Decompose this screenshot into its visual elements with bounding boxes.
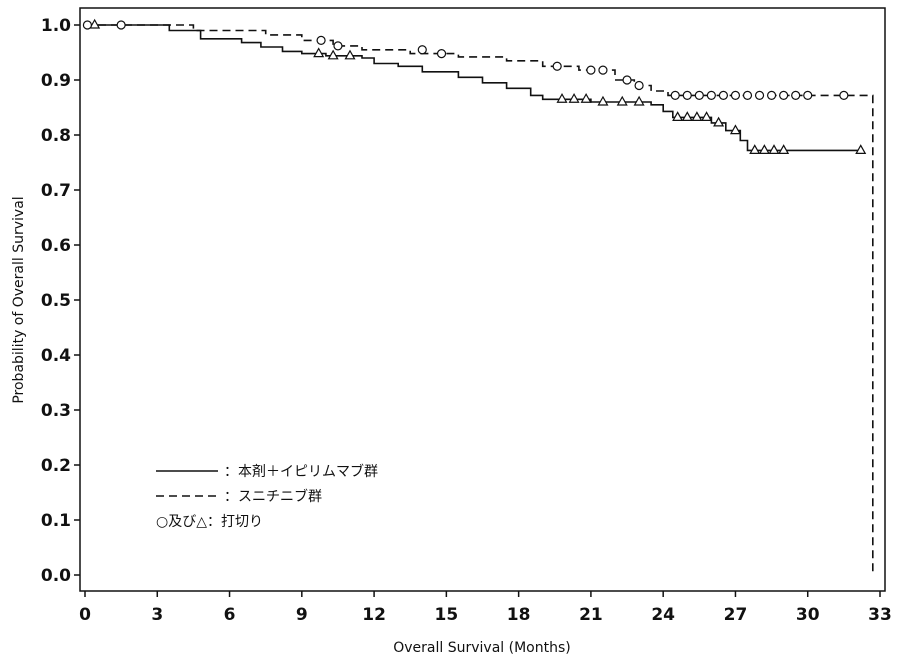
- legend-censor-note: ○及び△：打切り: [156, 513, 263, 530]
- censor-triangle-marker: [568, 93, 580, 103]
- censor-triangle-marker: [855, 144, 867, 154]
- censor-triangle-marker: [701, 111, 713, 122]
- censor-triangle-marker: [768, 144, 780, 154]
- x-tick-label: 18: [507, 605, 531, 625]
- censor-triangle-marker: [313, 47, 325, 58]
- censor-triangle-marker: [327, 49, 339, 60]
- censor-triangle-marker: [778, 144, 790, 154]
- censor-circle-marker: [779, 90, 789, 101]
- y-tick-label: 0.2: [41, 456, 71, 476]
- x-tick-label: 0: [79, 605, 91, 625]
- y-axis-ticks: 0.0 0.1 0.2 0.3 0.4 0.5 0.6 0.7 0.8 0.9 1.0: [41, 16, 80, 586]
- censor-triangle-marker: [556, 93, 568, 103]
- censor-circle-marker: [586, 65, 596, 75]
- y-tick-label: 0.0: [41, 566, 71, 586]
- censor-triangle-marker: [729, 124, 741, 135]
- x-tick-label: 27: [724, 605, 748, 625]
- censor-circle-marker: [316, 35, 326, 46]
- censor-triangle-marker: [580, 93, 592, 103]
- censor-circle-marker: [82, 20, 93, 30]
- y-tick-label: 0.8: [41, 126, 71, 146]
- censor-triangle-marker: [681, 111, 693, 122]
- censor-circle-marker: [694, 90, 704, 101]
- censor-circle-marker: [552, 61, 562, 71]
- x-tick-label: 24: [651, 605, 675, 625]
- censor-circle-marker: [766, 90, 777, 101]
- censor-circle-marker: [730, 90, 741, 101]
- series-line-1: [85, 24, 861, 152]
- censor-triangle-marker: [344, 49, 356, 60]
- censor-triangle-marker: [597, 95, 609, 106]
- plot-frame: [79, 7, 886, 592]
- x-axis-title: Overall Survival (Months): [393, 640, 570, 656]
- censor-circle-marker: [682, 90, 692, 101]
- y-tick-label: 0.6: [41, 236, 71, 256]
- y-tick-label: 1.0: [41, 16, 71, 36]
- censor-circle-marker: [116, 20, 126, 30]
- censor-triangle-marker: [691, 111, 703, 122]
- censor-circle-marker: [436, 48, 447, 59]
- legend-label-series-1: ：本剤＋イピリムマブ群: [224, 463, 378, 480]
- censor-triangle-marker: [89, 18, 101, 29]
- y-tick-label: 0.1: [41, 511, 71, 531]
- x-tick-label: 30: [796, 605, 820, 625]
- y-tick-label: 0.4: [41, 346, 71, 366]
- censor-layer: [82, 18, 867, 154]
- censor-triangle-marker: [749, 144, 761, 154]
- x-tick-label: 15: [435, 605, 459, 625]
- legend-label-series-2: ：スニチニブ群: [224, 488, 322, 505]
- censor-circle-marker: [791, 90, 801, 101]
- censor-circle-marker: [634, 80, 644, 91]
- x-tick-label: 21: [579, 605, 603, 625]
- censor-circle-marker: [803, 90, 813, 101]
- censor-circle-marker: [333, 41, 343, 51]
- censor-circle-marker: [598, 65, 608, 75]
- y-tick-label: 0.3: [41, 401, 71, 421]
- x-tick-label: 33: [868, 605, 892, 625]
- series-layer: [85, 24, 874, 575]
- censor-triangle-marker: [672, 111, 684, 122]
- censor-circle-marker: [417, 45, 427, 55]
- censor-circle-marker: [718, 90, 729, 101]
- x-axis-ticks: 0 3 6 9 12 15 18 21 24 27 30 33: [79, 591, 892, 625]
- x-tick-label: 9: [296, 605, 308, 625]
- y-tick-label: 0.5: [41, 291, 71, 311]
- censor-circle-marker: [742, 90, 753, 101]
- x-tick-label: 6: [224, 605, 236, 625]
- censor-circle-marker: [622, 75, 632, 85]
- censor-triangle-marker: [758, 144, 770, 154]
- censor-circle-marker: [670, 90, 680, 101]
- censor-triangle-marker: [633, 95, 645, 106]
- censor-triangle-marker: [616, 95, 628, 106]
- censor-circle-marker: [706, 90, 716, 101]
- censor-circle-marker: [839, 90, 849, 101]
- y-axis-title: Probability of Overall Survival: [11, 196, 27, 403]
- y-tick-label: 0.9: [41, 71, 71, 91]
- y-tick-label: 0.7: [41, 181, 71, 201]
- censor-triangle-marker: [713, 116, 725, 127]
- x-tick-label: 12: [362, 605, 386, 625]
- legend: ：本剤＋イピリムマブ群 ：スニチニブ群 ○及び△：打切り: [156, 463, 378, 530]
- series-line-2: [85, 24, 874, 575]
- x-tick-label: 3: [151, 605, 163, 625]
- censor-circle-marker: [754, 90, 765, 101]
